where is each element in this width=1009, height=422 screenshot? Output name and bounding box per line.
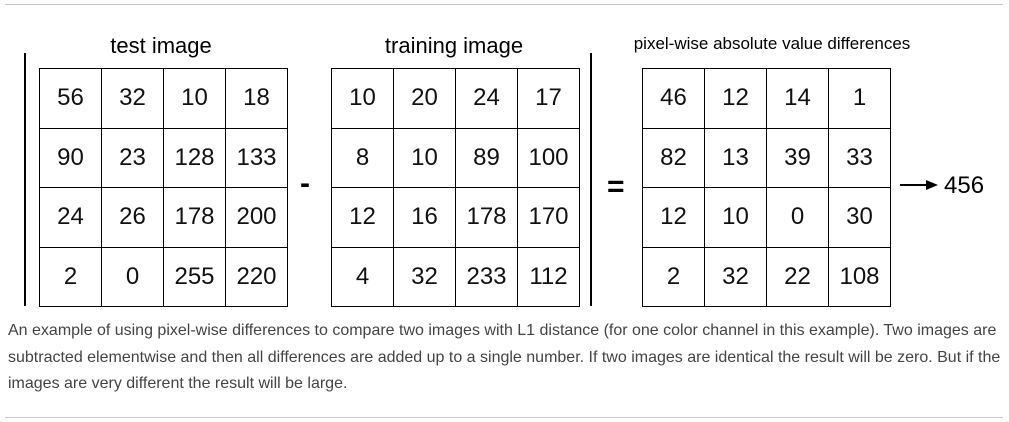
- differences-title: pixel-wise absolute value differences: [633, 34, 911, 53]
- grid-cell: 24: [455, 68, 518, 129]
- grid-cell: 4: [331, 246, 394, 307]
- grid-cell: 1: [828, 68, 891, 129]
- grid-cell: 30: [828, 187, 891, 248]
- grid-cell: 90: [39, 127, 102, 188]
- grid-cell: 10: [163, 68, 226, 129]
- grid-cell: 26: [101, 187, 164, 248]
- grid-cell: 12: [331, 187, 394, 248]
- grid-cell: 32: [704, 246, 767, 307]
- differences-grid: 46 12 14 1 82 13 39 33 12 10 0 30 2 32 2…: [642, 68, 891, 307]
- grid-cell: 24: [39, 187, 102, 248]
- grid-cell: 10: [704, 187, 767, 248]
- arrow-right-icon: [900, 180, 938, 190]
- grid-cell: 178: [163, 187, 226, 248]
- grid-row: 12 16 178 170: [331, 187, 580, 248]
- test-image-title: test image: [110, 33, 212, 58]
- grid-cell: 112: [517, 246, 580, 307]
- right-bracket-bar: [590, 53, 592, 306]
- grid-cell: 0: [101, 246, 164, 307]
- grid-cell: 128: [163, 127, 226, 188]
- grid-cell: 170: [517, 187, 580, 248]
- grid-cell: 89: [455, 127, 518, 188]
- grid-cell: 10: [393, 127, 456, 188]
- grid-cell: 12: [642, 187, 705, 248]
- grid-cell: 17: [517, 68, 580, 129]
- grid-cell: 20: [393, 68, 456, 129]
- grid-cell: 10: [331, 68, 394, 129]
- grid-cell: 200: [225, 187, 288, 248]
- grid-row: 46 12 14 1: [642, 68, 891, 129]
- grid-row: 2 32 22 108: [642, 246, 891, 307]
- grid-cell: 8: [331, 127, 394, 188]
- bottom-divider: [5, 417, 1003, 418]
- grid-cell: 16: [393, 187, 456, 248]
- grid-cell: 32: [393, 246, 456, 307]
- grid-cell: 0: [766, 187, 829, 248]
- grid-cell: 12: [704, 68, 767, 129]
- grid-row: 24 26 178 200: [39, 187, 288, 248]
- grid-cell: 14: [766, 68, 829, 129]
- grid-row: 56 32 10 18: [39, 68, 288, 129]
- grid-cell: 233: [455, 246, 518, 307]
- left-bracket-bar: [24, 53, 26, 306]
- grid-cell: 13: [704, 127, 767, 188]
- figure-caption: An example of using pixel-wise differenc…: [8, 322, 1001, 392]
- grid-cell: 39: [766, 127, 829, 188]
- grid-cell: 178: [455, 187, 518, 248]
- grid-row: 4 32 233 112: [331, 246, 580, 307]
- grid-cell: 100: [517, 127, 580, 188]
- grid-cell: 22: [766, 246, 829, 307]
- grid-row: 82 13 39 33: [642, 127, 891, 188]
- grid-cell: 108: [828, 246, 891, 307]
- grid-cell: 255: [163, 246, 226, 307]
- grid-cell: 32: [101, 68, 164, 129]
- grid-row: 2 0 255 220: [39, 246, 288, 307]
- grid-cell: 23: [101, 127, 164, 188]
- top-divider: [5, 4, 1003, 5]
- grid-cell: 46: [642, 68, 705, 129]
- grid-cell: 33: [828, 127, 891, 188]
- test-image-grid: 56 32 10 18 90 23 128 133 24 26 178 200 …: [39, 68, 288, 307]
- training-image-title: training image: [384, 33, 524, 58]
- minus-operator: -: [300, 167, 310, 200]
- grid-cell: 220: [225, 246, 288, 307]
- grid-row: 8 10 89 100: [331, 127, 580, 188]
- grid-row: 90 23 128 133: [39, 127, 288, 188]
- result-sum: 456: [944, 172, 985, 199]
- grid-row: 10 20 24 17: [331, 68, 580, 129]
- grid-cell: 56: [39, 68, 102, 129]
- training-image-grid: 10 20 24 17 8 10 89 100 12 16 178 170 4 …: [331, 68, 580, 307]
- grid-cell: 2: [642, 246, 705, 307]
- grid-cell: 133: [225, 127, 288, 188]
- grid-cell: 2: [39, 246, 102, 307]
- grid-cell: 82: [642, 127, 705, 188]
- equals-operator: =: [607, 170, 625, 203]
- grid-cell: 18: [225, 68, 288, 129]
- grid-row: 12 10 0 30: [642, 187, 891, 248]
